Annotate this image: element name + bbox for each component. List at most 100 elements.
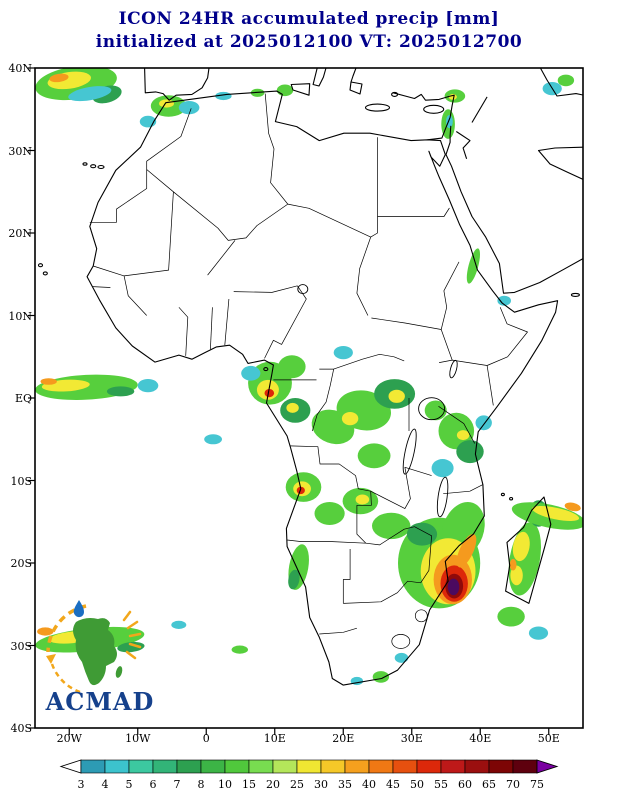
- colorbar-segment-10: [320, 759, 346, 774]
- border-namibia-botswana: [342, 549, 351, 604]
- border-angola-zambia: [356, 491, 372, 544]
- border-nigeria-cameroon: [264, 285, 307, 359]
- colorbar-segment-7: [248, 759, 274, 774]
- colorbar-segment-1: [104, 759, 130, 774]
- axis-ticks: [28, 67, 550, 735]
- colorbar-segment-0: [80, 759, 106, 774]
- colorbar-tick-5: 5: [126, 778, 133, 791]
- border-morocco-algeria: [146, 108, 192, 170]
- precip-rukwa-fringe: [431, 459, 454, 478]
- sicily: [290, 83, 311, 96]
- border-benin-nigeria: [224, 298, 230, 346]
- colorbar-tick-50: 50: [410, 778, 424, 791]
- border-egypt-sudan: [377, 207, 450, 217]
- colorbar-tick-25: 25: [290, 778, 304, 791]
- colorbar-segment-16: [464, 759, 490, 774]
- precip-cyclone-hook: [456, 533, 477, 568]
- precip-gibraltar-core: [159, 99, 174, 108]
- jordan-saudi-border: [455, 131, 471, 159]
- cyprus: [423, 104, 445, 114]
- border-ghana-togo: [210, 307, 213, 350]
- precip-atlantic-sw-speck: [171, 620, 187, 630]
- border-zimbabwe-mozambique: [414, 526, 432, 583]
- colorbar-tick-65: 65: [482, 778, 496, 791]
- lon-label-10W: 10W: [125, 732, 151, 745]
- precip-madagascar-core-n: [512, 531, 530, 562]
- lat-label-10S: 10S: [10, 474, 32, 488]
- acmad-logo: ACMAD: [45, 600, 155, 716]
- border-congo-drc: [312, 369, 335, 432]
- africa-coastline: [86, 90, 559, 686]
- precip-tanzania-core: [456, 430, 470, 441]
- colorbar-tick-4: 4: [102, 778, 109, 791]
- levant-turkey-coastline: [393, 92, 455, 141]
- border-angola-namibia: [287, 539, 366, 544]
- colorbar-segment-14: [416, 759, 442, 774]
- precip-madagascar-band: [508, 522, 542, 596]
- colorbar-tick-60: 60: [458, 778, 472, 791]
- persian-gulf-coastline: [537, 146, 583, 180]
- colorbar-segment-11: [344, 759, 370, 774]
- logo-water-drop-icon: [73, 600, 84, 618]
- precip-tanzania-patch: [438, 412, 475, 450]
- precipitation-layer: [35, 68, 583, 686]
- colorbar-tick-15: 15: [242, 778, 256, 791]
- colorbar-segment-2: [128, 759, 154, 774]
- precip-sw-atlantic-max: [37, 627, 54, 636]
- precip-gabon-max: [264, 389, 275, 398]
- precip-sa-coast-speck-2: [394, 652, 409, 663]
- logo-africa-silhouette: [73, 618, 117, 686]
- border-orange-river: [319, 627, 358, 635]
- colorbar-tick-7: 7: [174, 778, 181, 791]
- chart-title: ICON 24HR accumulated precip [mm] initia…: [0, 8, 618, 54]
- lat-label-30N: 30N: [8, 144, 32, 158]
- lake-victoria: [418, 397, 446, 421]
- chart-title-line2: initialized at 2025012100 VT: 2025012700: [95, 32, 523, 52]
- precip-sa-coast-speck-1: [372, 671, 390, 683]
- precip-indian-streak-max: [564, 502, 581, 512]
- border-libya-south: [287, 203, 378, 238]
- country-borders: [89, 93, 528, 649]
- bioko: [263, 367, 269, 372]
- precip-congo-coast-core: [286, 402, 299, 413]
- border-chad-sudan: [356, 236, 372, 316]
- precip-red-sea-sliver: [466, 248, 481, 284]
- colorbar-segment-9: [296, 759, 322, 774]
- precip-caspian-speck-2: [557, 74, 575, 87]
- precip-angola-se-patch: [314, 502, 345, 525]
- precip-colorbar: 3 4 5 6 7 8 10 15 20 25 30 35 40 45 50 55 60 65 70 75: [59, 759, 559, 791]
- madagascar-coastline: [505, 496, 552, 604]
- lon-label-10E: 10E: [263, 732, 286, 745]
- colorbar-tick-20: 20: [266, 778, 280, 791]
- lat-label-20N: 20N: [8, 227, 32, 240]
- border-zambia-drc: [370, 466, 432, 509]
- precip-congo-band-core: [388, 389, 405, 403]
- lesotho: [391, 634, 411, 649]
- precip-indian-streak-core: [532, 505, 580, 522]
- italy-toe: [312, 68, 327, 87]
- lon-label-20E: 20E: [332, 732, 355, 745]
- border-niger-nigeria: [233, 285, 298, 293]
- precip-cyclone-core: [447, 578, 460, 596]
- canary-island-3: [82, 162, 88, 166]
- precip-bight-fringe: [241, 365, 261, 381]
- socotra: [570, 292, 580, 297]
- colorbar-tick-35: 35: [338, 778, 352, 791]
- peloponnese: [349, 81, 363, 95]
- border-kenya-tanzania: [438, 406, 476, 444]
- border-sudan-southsudan: [371, 317, 442, 330]
- border-ethiopia-kenya: [439, 359, 488, 366]
- lat-label-40N: 40N: [8, 62, 32, 75]
- border-limpopo: [343, 580, 421, 604]
- precip-gulf-aden-speck: [497, 295, 512, 306]
- precip-indian-se-speck: [528, 626, 549, 640]
- border-gambia: [92, 286, 111, 288]
- precip-victoria-patch: [424, 400, 447, 421]
- colorbar-tick-75: 75: [530, 778, 544, 791]
- comoros-1: [500, 492, 505, 497]
- logo-text: ACMAD: [45, 687, 155, 716]
- border-tanzania-mozambique: [443, 484, 484, 495]
- caspian-coastline: [539, 68, 583, 97]
- colorbar-segment-12: [368, 759, 394, 774]
- coastlines: [37, 68, 583, 686]
